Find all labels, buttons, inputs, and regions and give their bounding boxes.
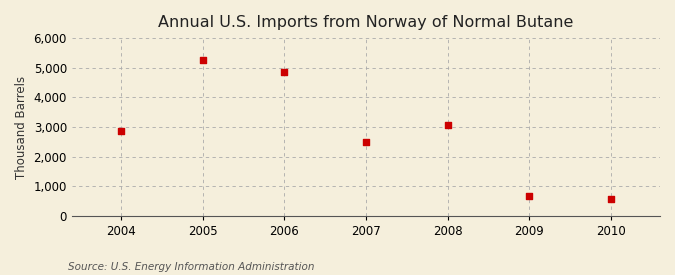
Point (279, 70, 290, 74)
Title: Annual U.S. Imports from Norway of Normal Butane: Annual U.S. Imports from Norway of Norma… (158, 15, 574, 30)
Text: Source: U.S. Energy Information Administration: Source: U.S. Energy Information Administ… (68, 262, 314, 272)
Y-axis label: Thousand Barrels: Thousand Barrels (15, 75, 28, 178)
Point (524, 194, 535, 199)
Point (442, 122, 453, 127)
Point (115, 129, 126, 133)
Point (197, 57, 208, 62)
Point (605, 197, 616, 202)
Point (360, 139, 371, 144)
